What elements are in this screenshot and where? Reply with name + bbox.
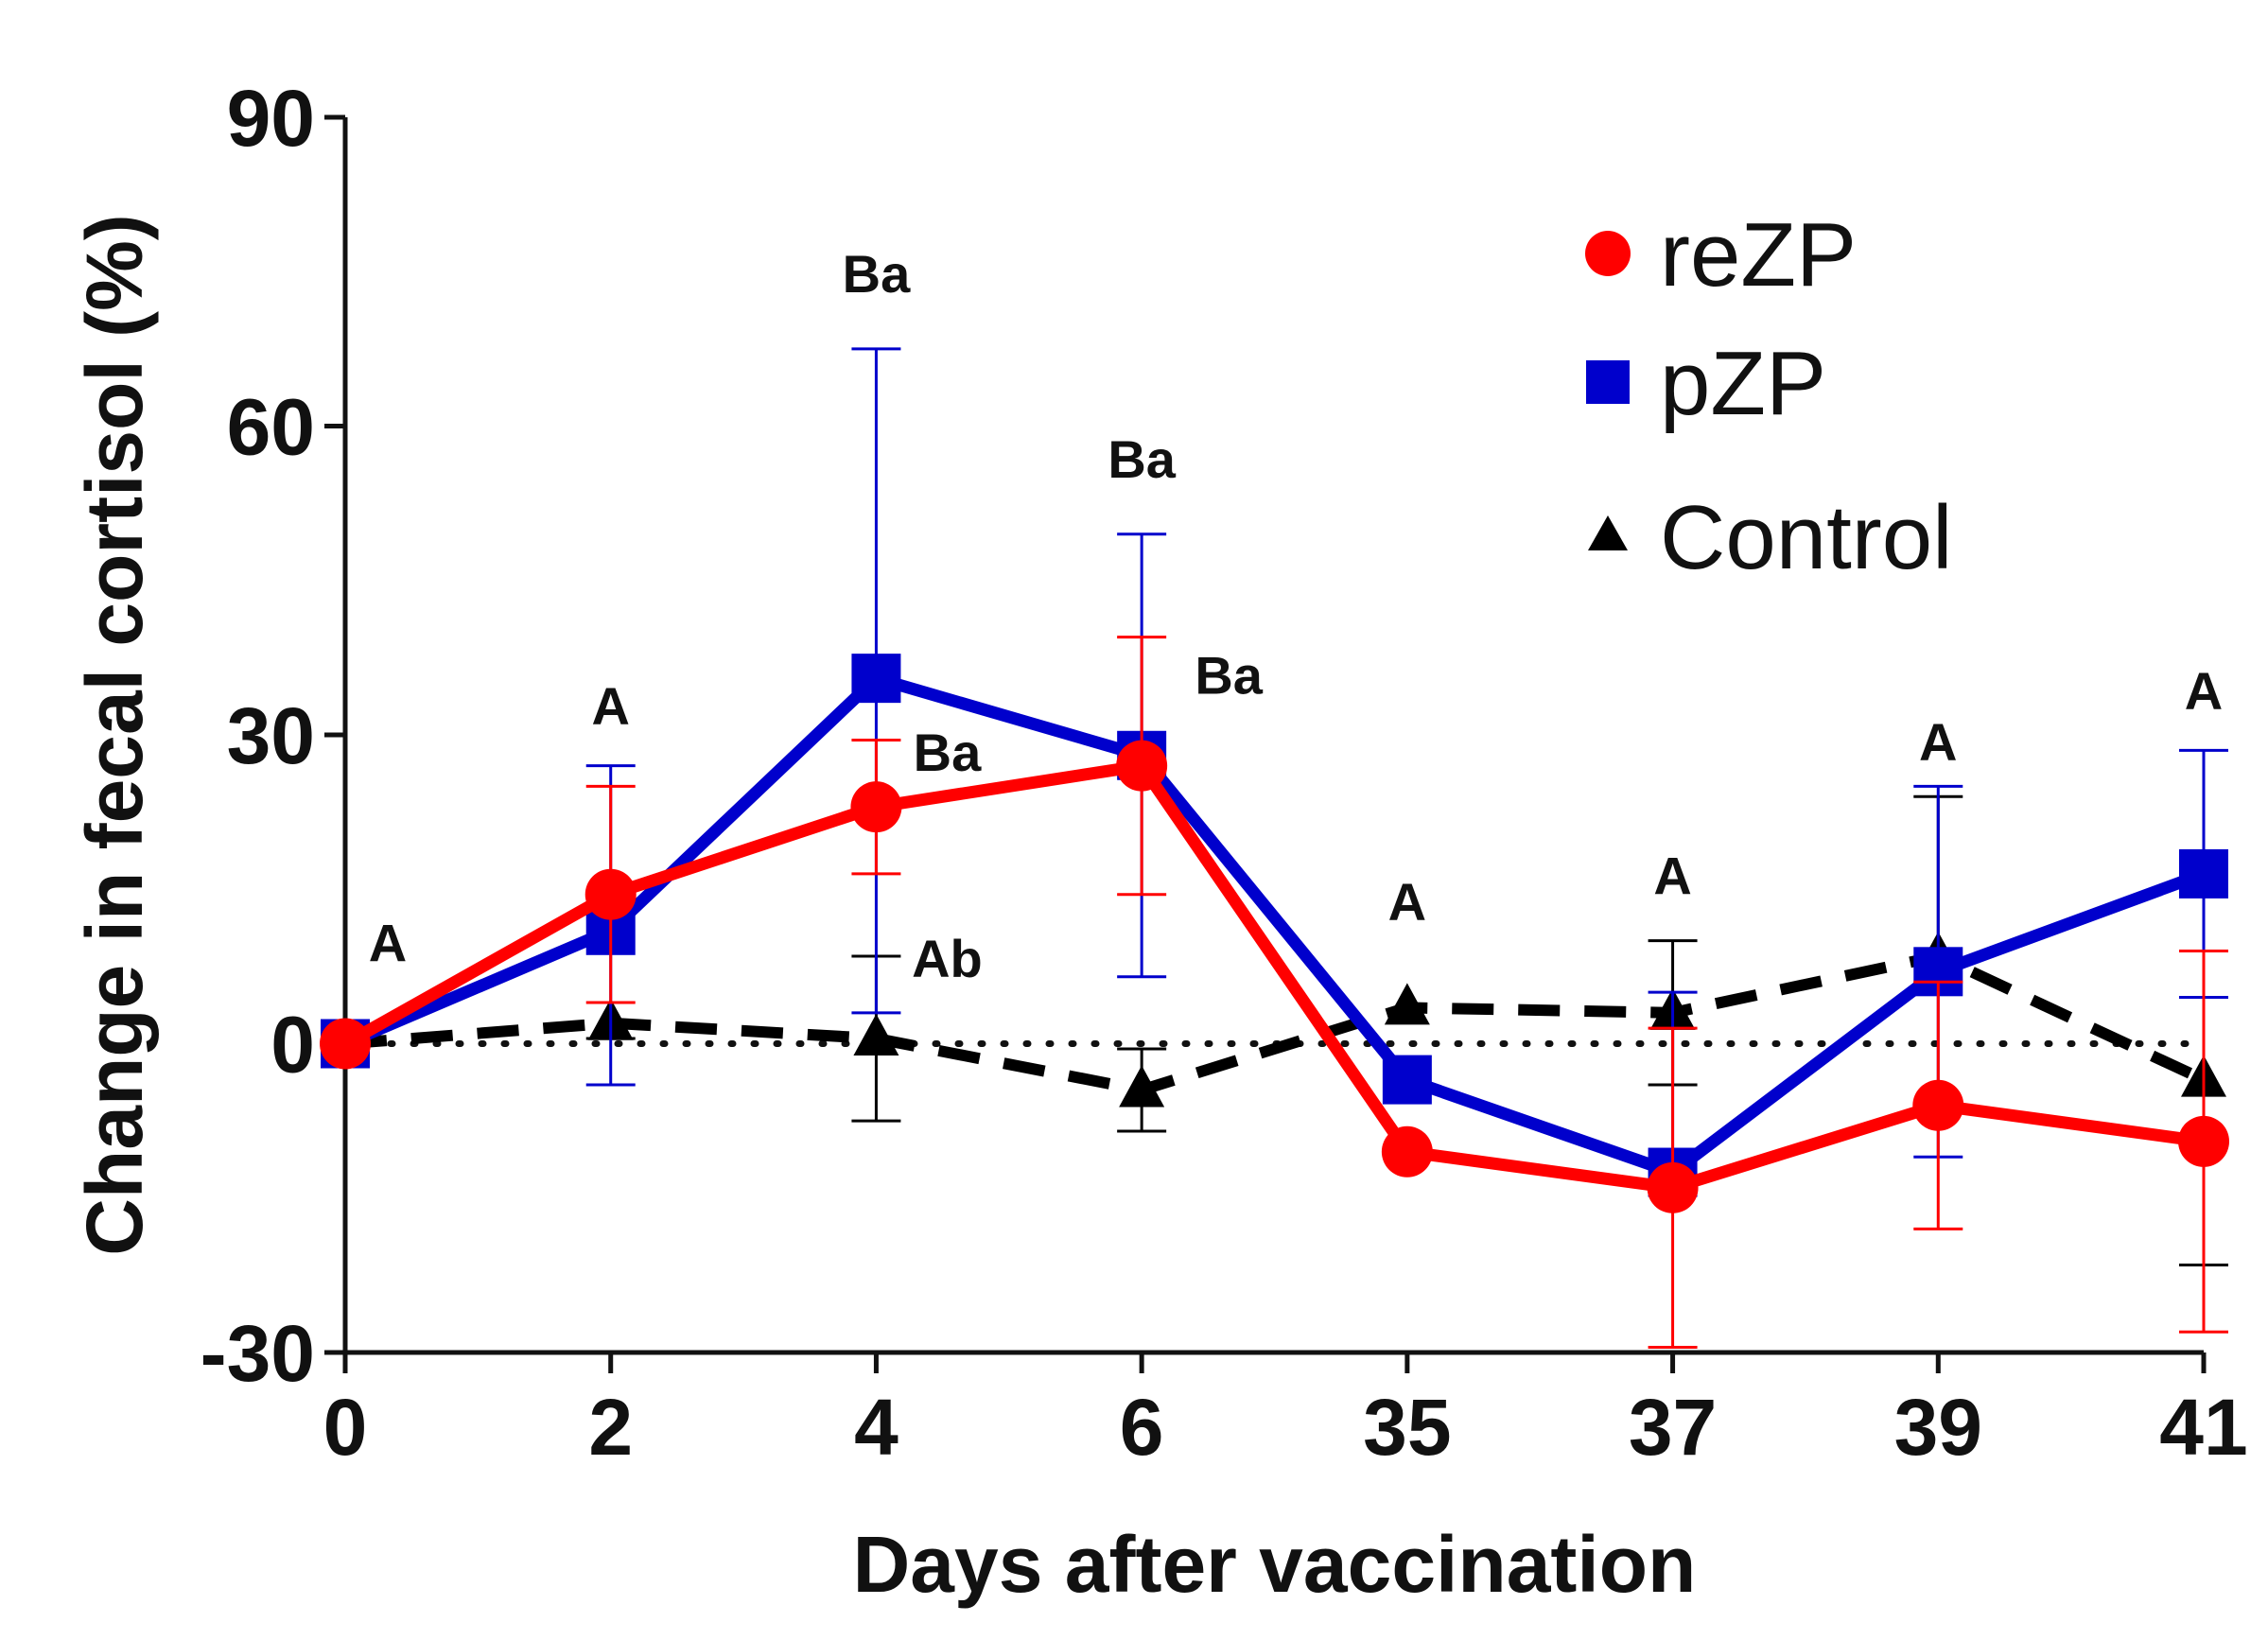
x-tick-label: 0 bbox=[323, 1383, 368, 1472]
legend-marker-rezp bbox=[1585, 231, 1631, 276]
legend: reZP pZP Control bbox=[1585, 204, 1952, 588]
y-tick-label: 0 bbox=[270, 1001, 315, 1090]
legend-label-rezp: reZP bbox=[1660, 204, 1857, 305]
significance-label: Ba bbox=[1195, 645, 1263, 705]
significance-label: A bbox=[1919, 712, 1957, 772]
y-tick-label: 60 bbox=[227, 383, 315, 472]
significance-label: A bbox=[591, 676, 629, 736]
x-axis-label: Days after vaccination bbox=[853, 1520, 1697, 1609]
data-point-rezp bbox=[1647, 1161, 1699, 1213]
data-point-control bbox=[1384, 983, 1430, 1025]
data-point-rezp bbox=[1116, 740, 1168, 792]
y-axis-label: Change in fecal cortisol (%) bbox=[70, 214, 159, 1256]
series-line-pzp bbox=[342, 672, 2207, 1179]
significance-label: Ab bbox=[912, 929, 983, 988]
legend-label-pzp: pZP bbox=[1660, 333, 1826, 434]
data-point-pzp bbox=[1382, 1055, 1432, 1105]
x-tick-label: 6 bbox=[1120, 1383, 1164, 1472]
significance-label: Ba bbox=[914, 723, 982, 782]
data-point-rezp bbox=[320, 1018, 371, 1070]
significance-label: A bbox=[1388, 872, 1426, 932]
significance-label: A bbox=[369, 913, 407, 972]
data-point-rezp bbox=[1912, 1079, 1964, 1131]
significance-label: Ba bbox=[1108, 429, 1176, 489]
y-tick-label: 90 bbox=[227, 74, 315, 163]
series-line-rezp bbox=[341, 759, 2205, 1195]
legend-marker-control bbox=[1588, 515, 1628, 550]
y-tick-label: -30 bbox=[201, 1309, 315, 1398]
significance-label: A bbox=[1653, 846, 1691, 906]
significance-label: A bbox=[2185, 661, 2223, 721]
data-point-rezp bbox=[850, 781, 902, 833]
x-tick-label: 39 bbox=[1894, 1383, 1982, 1472]
significance-label: Ba bbox=[843, 244, 911, 304]
series-pzp bbox=[321, 347, 2228, 1197]
series-rezp bbox=[320, 636, 2229, 1350]
data-point-control bbox=[1119, 1065, 1165, 1108]
series-line-control bbox=[344, 950, 2207, 1096]
data-point-pzp bbox=[851, 654, 901, 704]
data-point-control bbox=[853, 1014, 899, 1056]
data-point-rezp bbox=[584, 868, 637, 920]
x-tick-label: 41 bbox=[2159, 1383, 2247, 1472]
legend-marker-pzp bbox=[1586, 360, 1630, 404]
data-point-rezp bbox=[1381, 1125, 1433, 1178]
x-tick-label: 2 bbox=[588, 1383, 633, 1472]
annotations-group: A A Ba Ba Ab Ba Ba A A A A bbox=[369, 244, 2223, 988]
data-point-pzp bbox=[2179, 848, 2228, 899]
data-point-rezp bbox=[2178, 1115, 2229, 1167]
y-tick-label: 30 bbox=[227, 691, 315, 780]
x-tick-label: 4 bbox=[854, 1383, 898, 1472]
x-tick-label: 37 bbox=[1629, 1383, 1717, 1472]
series-control bbox=[323, 794, 2228, 1266]
series-group bbox=[320, 347, 2229, 1350]
legend-label-control: Control bbox=[1660, 487, 1952, 588]
x-tick-label: 35 bbox=[1363, 1383, 1451, 1472]
